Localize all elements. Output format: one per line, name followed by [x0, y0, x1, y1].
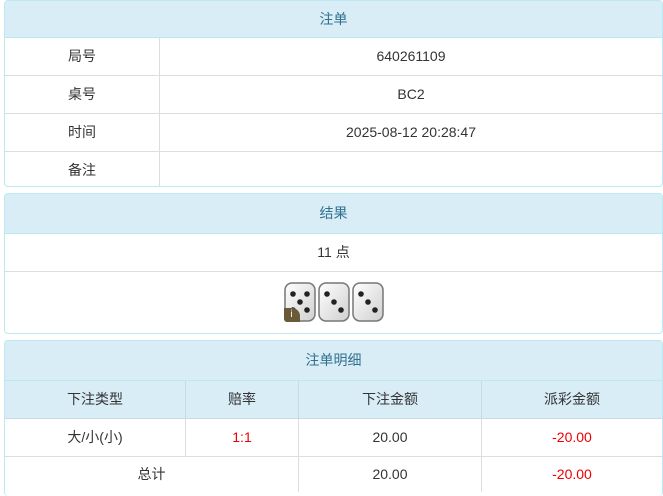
order-title: 注单 — [5, 1, 662, 38]
col-bet-type: 下注类型 — [5, 381, 186, 419]
die-5-icon: i — [283, 282, 316, 323]
die-3-icon — [317, 282, 350, 322]
order-panel: 注单 局号 640261109 桌号 BC2 时间 2025-08-12 20:28:… — [4, 0, 663, 187]
col-bet-amount: 下注金额 — [298, 381, 482, 419]
bet-type: 大/小(小) — [5, 417, 186, 457]
result-title: 结果 — [5, 194, 662, 234]
result-points: 11 点 — [5, 234, 662, 272]
total-bet: 20.00 — [298, 455, 482, 492]
round-label: 局号 — [5, 38, 160, 76]
dice-row: i — [5, 270, 662, 333]
total-label: 总计 — [5, 455, 299, 492]
table-label: 桌号 — [5, 74, 160, 114]
col-payout: 派彩金额 — [481, 381, 662, 419]
die-3-icon — [351, 282, 384, 322]
note-value — [159, 150, 662, 186]
table-row: 大/小(小) 1:1 20.00 -20.00 — [5, 417, 662, 457]
detail-panel: 注单明细 下注类型 赔率 下注金额 派彩金额 大/小(小) 1:1 20.00 … — [4, 340, 663, 496]
note-label: 备注 — [5, 150, 160, 186]
payout: -20.00 — [481, 417, 662, 457]
odds: 1:1 — [185, 417, 299, 457]
col-odds: 赔率 — [185, 381, 299, 419]
info-badge-icon[interactable]: i — [283, 308, 300, 323]
order-table: 局号 640261109 桌号 BC2 时间 2025-08-12 20:28:47 … — [5, 38, 662, 186]
detail-title: 注单明细 — [5, 341, 662, 381]
time-label: 时间 — [5, 112, 160, 152]
round-value: 640261109 — [159, 38, 662, 76]
total-payout: -20.00 — [481, 455, 662, 492]
total-row: 总计 20.00 -20.00 — [5, 455, 662, 492]
result-panel: 结果 11 点 i — [4, 193, 663, 334]
bet-amount: 20.00 — [298, 417, 482, 457]
time-value: 2025-08-12 20:28:47 — [159, 112, 662, 152]
table-value: BC2 — [159, 74, 662, 114]
